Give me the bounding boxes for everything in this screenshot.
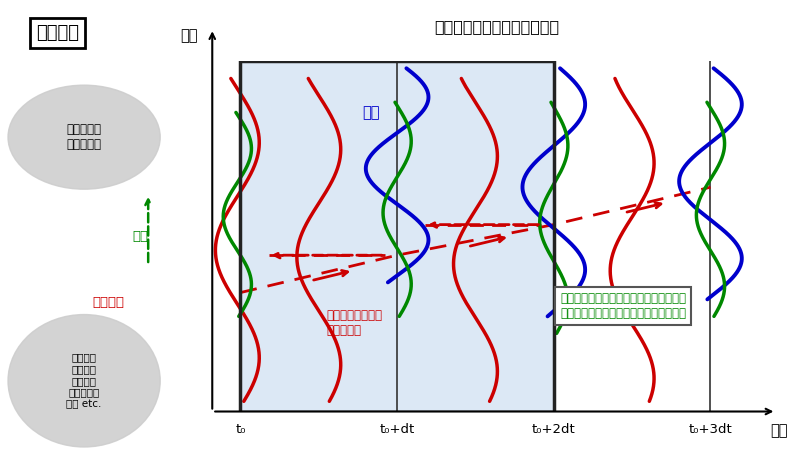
Bar [240,61,553,412]
Bar [240,61,553,412]
Text: モデルの
不確かさ
初期値・
境界条件・
物性 etc.: モデルの 不確かさ 初期値・ 境界条件・ 物性 etc. [66,352,102,409]
Text: 非逐次型: 非逐次型 [36,24,79,42]
Text: 更新: 更新 [132,230,148,243]
Text: 観測: 観測 [363,105,380,120]
Text: データ同化の対象時系列区間: データ同化の対象時系列区間 [434,19,559,34]
Text: t₀: t₀ [235,423,246,437]
Ellipse shape [8,85,160,189]
Text: より観測に
近いモデル: より観測に 近いモデル [66,123,102,151]
Text: t₀+2dt: t₀+2dt [532,423,576,437]
Text: シミュレーション
による予測: シミュレーション による予測 [327,309,383,337]
Text: 初期分布: 初期分布 [92,296,124,309]
Text: t₀+3dt: t₀+3dt [689,423,732,437]
Text: 観測値時系列にフィッティングするよう
なモデル（初期値・パラメータ）を同定: 観測値時系列にフィッティングするよう なモデル（初期値・パラメータ）を同定 [560,292,686,320]
Text: 時刻: 時刻 [770,423,787,438]
Ellipse shape [8,315,160,447]
Text: t₀+dt: t₀+dt [380,423,415,437]
Text: 状態: 状態 [180,28,198,43]
